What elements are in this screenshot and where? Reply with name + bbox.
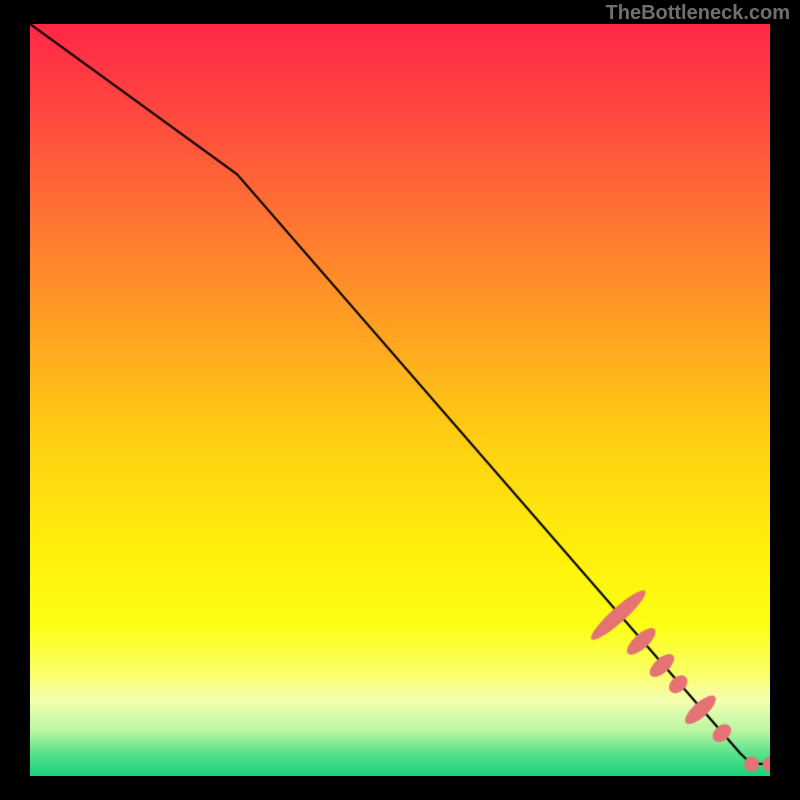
watermark-text: TheBottleneck.com xyxy=(606,2,790,25)
chart-container: TheBottleneck.com xyxy=(0,0,800,800)
bottleneck-gradient-chart xyxy=(30,24,770,776)
